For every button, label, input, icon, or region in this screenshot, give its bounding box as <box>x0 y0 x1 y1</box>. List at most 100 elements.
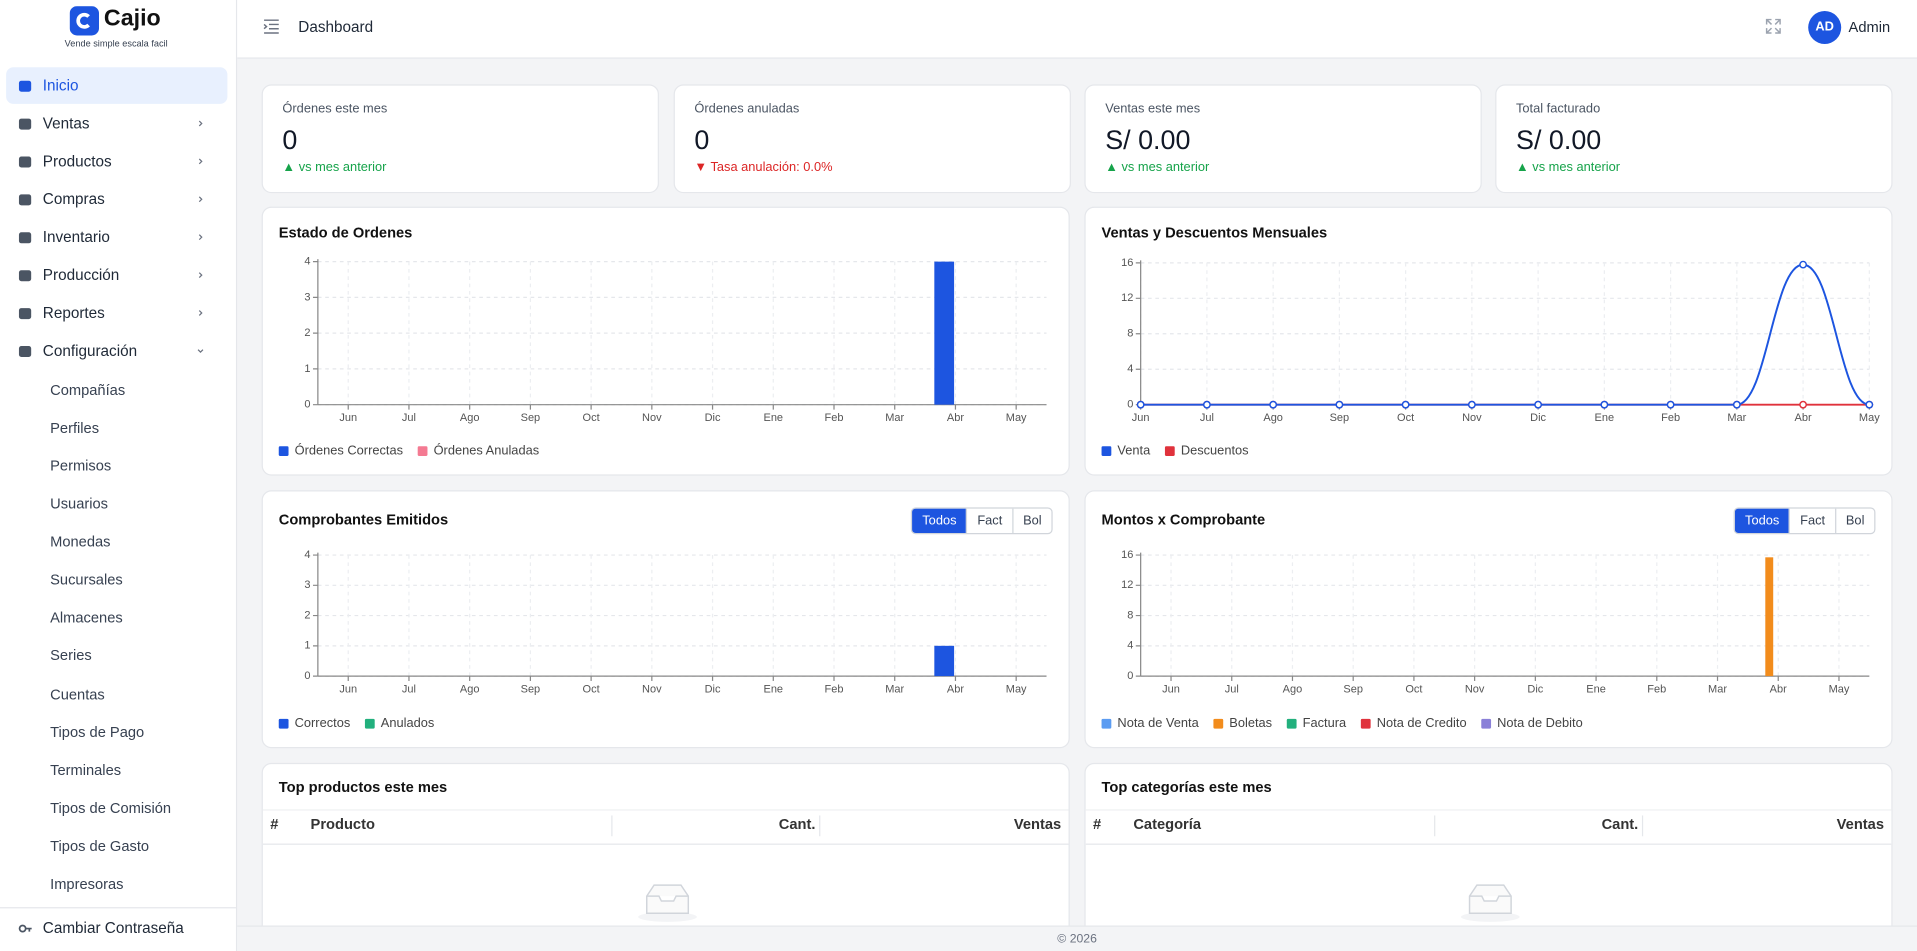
menu-item[interactable]: Producción <box>6 257 227 294</box>
x-tick-label: Jun <box>1162 683 1180 695</box>
filter-button[interactable]: Bol <box>1834 508 1874 534</box>
icon-shape <box>18 924 32 932</box>
menu-item[interactable]: Inicio <box>6 67 228 104</box>
x-tick-label: Sep <box>1343 683 1363 695</box>
stat-value: 0 <box>694 124 710 156</box>
x-tick-label: Feb <box>825 683 844 695</box>
empty-tray <box>1468 884 1512 915</box>
point <box>1666 400 1675 409</box>
submenu-item[interactable]: Terminales <box>50 761 122 779</box>
submenu-item[interactable]: Tipos de Comisión <box>50 799 172 817</box>
chart: Comprobantes Emitidos 0 1 2 3 4 Jun Jul Ago Sep Oc… <box>278 513 1047 730</box>
submenu-item[interactable]: Perfiles <box>50 419 100 437</box>
filter-button[interactable]: Fact <box>966 508 1012 534</box>
submenu-item[interactable]: Monedas <box>50 533 111 551</box>
y-tick-label: 8 <box>1127 609 1133 621</box>
table-header <box>1085 809 1892 845</box>
divider <box>0 907 236 909</box>
point <box>1600 400 1609 409</box>
menu-toggle[interactable] <box>263 18 280 34</box>
submenu-item[interactable]: Impresoras <box>50 875 124 893</box>
point <box>1335 400 1344 409</box>
y-tick-label: 12 <box>1121 579 1133 591</box>
menu-icon <box>18 80 32 92</box>
legend-label: Correctos <box>295 715 351 730</box>
x-tick-label: Mar <box>1708 683 1727 695</box>
column-divider <box>611 815 613 837</box>
submenu-item[interactable]: Almacenes <box>50 609 123 627</box>
menu-item[interactable]: Reportes <box>6 295 227 332</box>
filter-button[interactable]: Todos <box>1735 508 1790 534</box>
filter-button[interactable]: Bol <box>1012 508 1051 534</box>
submenu-item[interactable]: Sucursales <box>50 571 123 589</box>
table-card: Top categorías este mes # Categoría Cant. Ve… <box>1084 762 1893 951</box>
legend-swatch <box>278 718 289 729</box>
column-header: Categoría <box>1133 815 1202 833</box>
fullscreen-button[interactable] <box>1765 18 1781 34</box>
submenu-item[interactable]: Tipos de Gasto <box>50 837 150 855</box>
x-tick-label: Oct <box>1405 683 1422 695</box>
legend-label: Boletas <box>1229 715 1272 730</box>
x-tick-label: Jul <box>1200 412 1214 424</box>
x-tick-label: Jul <box>1225 683 1239 695</box>
filter-group: Todos Fact Bol <box>911 507 1053 535</box>
legend-swatch <box>364 718 375 729</box>
x-tick-label: Ago <box>460 412 480 424</box>
filter-button[interactable]: Fact <box>1789 508 1835 534</box>
y-tick-label: 3 <box>304 579 310 591</box>
legend-label: Órdenes Correctas <box>295 443 403 458</box>
x-tick-label: Ene <box>763 412 783 424</box>
submenu-item[interactable]: Cuentas <box>50 685 105 703</box>
avatar[interactable]: AD <box>1808 11 1842 45</box>
y-tick-label: 4 <box>304 256 310 268</box>
column-header: Cant. <box>778 815 816 833</box>
legend-label: Venta <box>1117 443 1151 458</box>
chevron-shape <box>198 234 203 241</box>
menu-item[interactable]: Cambiar Contraseña <box>6 910 227 947</box>
column-header: # <box>270 815 279 833</box>
submenu-item[interactable]: Compañías <box>50 381 126 399</box>
point <box>1732 400 1741 409</box>
menu-item[interactable]: Configuración <box>6 333 227 370</box>
legend-label: Factura <box>1303 715 1347 730</box>
menu-item[interactable]: Compras <box>6 181 227 218</box>
icon-shape <box>18 269 32 281</box>
x-tick-label: Ago <box>1283 683 1303 695</box>
menu-label: Configuración <box>42 342 138 360</box>
legend-label: Nota de Debito <box>1497 715 1583 730</box>
menu-item[interactable]: Inventario <box>6 219 227 256</box>
x-tick-label: Jun <box>339 412 357 424</box>
menu-item[interactable]: Ventas <box>6 105 227 142</box>
column-divider <box>1434 815 1436 837</box>
logo-icon <box>69 6 100 36</box>
x-tick-label: Sep <box>521 683 541 695</box>
x-tick-label: Jul <box>402 683 416 695</box>
chart: Ventas y Descuentos Mensuales 0 4 8 12 16 Jun J… <box>1101 225 1880 458</box>
filter-button[interactable]: Todos <box>912 508 967 534</box>
submenu-item[interactable]: Series <box>50 647 92 665</box>
chevron-shape <box>198 120 203 127</box>
submenu-item[interactable]: Permisos <box>50 457 112 475</box>
x-tick-label: May <box>1006 412 1027 424</box>
stat-card: Total facturado S/ 0.00 ▲ vs mes anterior <box>1495 84 1893 194</box>
x-tick-label: Dic <box>1527 683 1543 695</box>
stat-card: Órdenes anuladas 0 ▼ Tasa anulación: 0.0% <box>673 84 1071 194</box>
submenu-item[interactable]: Usuarios <box>50 495 109 513</box>
stat-label: Ventas este mes <box>1105 101 1201 117</box>
stat-note: ▼ Tasa anulación: 0.0% <box>694 160 833 175</box>
x-tick-label: Ene <box>1595 412 1615 424</box>
point <box>1799 400 1807 409</box>
menu-label: Producción <box>42 266 120 284</box>
y-tick-label: 12 <box>1121 292 1133 304</box>
user-name[interactable]: Admin <box>1848 18 1891 36</box>
point <box>1269 400 1278 409</box>
y-tick-label: 8 <box>1127 328 1133 340</box>
menu-item[interactable]: Productos <box>6 143 227 180</box>
x-tick-label: Sep <box>1330 412 1350 424</box>
x-tick-label: Abr <box>947 683 964 695</box>
x-tick-label: Jun <box>1132 412 1150 424</box>
x-tick-label: May <box>1859 412 1880 424</box>
submenu-item[interactable]: Tipos de Pago <box>50 723 145 741</box>
icon-shape <box>18 307 32 319</box>
